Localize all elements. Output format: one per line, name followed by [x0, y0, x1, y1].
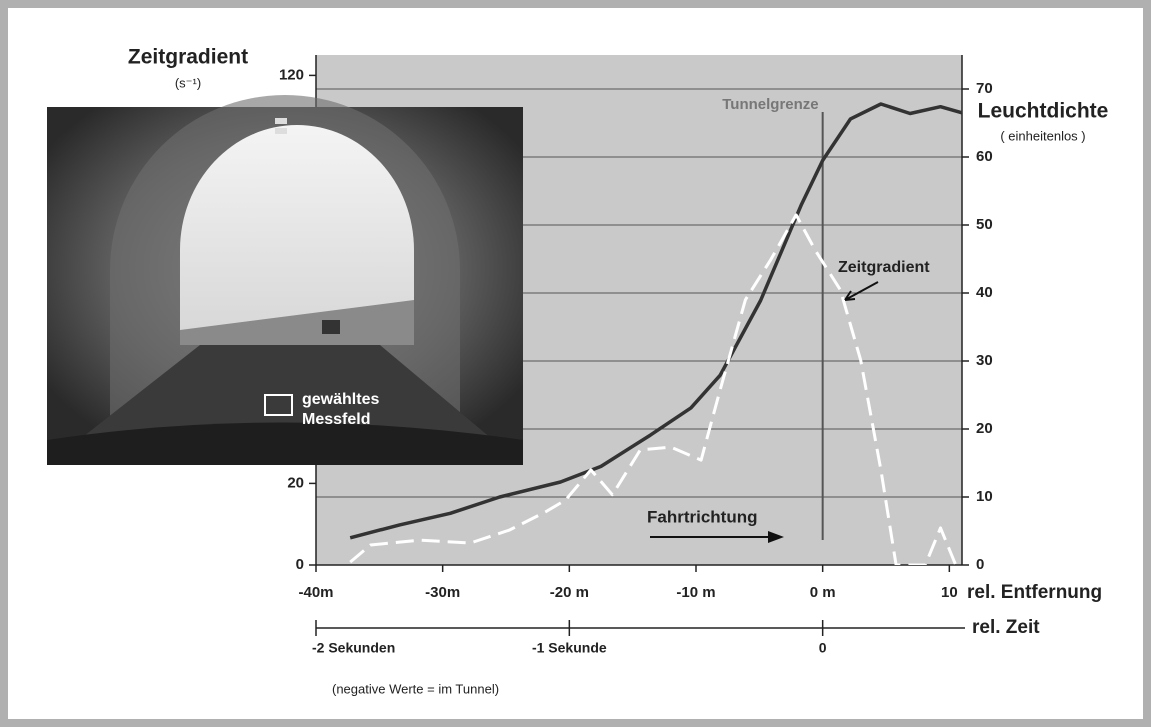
photo-label: Messfeld	[302, 411, 370, 428]
x-tick-label: -10 m	[676, 584, 715, 601]
y2-tick-label: 0	[976, 556, 984, 573]
photo: gewähltes Messfeld	[47, 95, 523, 465]
x2-tick-label: -2 Sekunden	[312, 640, 395, 656]
x2-tick-label: -1 Sekunde	[532, 640, 607, 656]
y-axis-unit: (s⁻¹)	[175, 75, 201, 90]
boundary-label: Tunnelgrenze	[722, 96, 818, 113]
note: (negative Werte = im Tunnel)	[332, 681, 499, 696]
y-tick-label: 20	[287, 474, 304, 491]
y2-tick-label: 50	[976, 216, 993, 233]
annotation: Zeitgradient	[838, 259, 930, 276]
y-tick-label: 0	[296, 556, 304, 573]
y2-tick-label: 40	[976, 284, 993, 301]
x2-tick-label: 0	[819, 640, 827, 656]
direction-arrowhead	[768, 531, 784, 543]
x-tick-label: 0 m	[810, 584, 836, 601]
y2-tick-label: 70	[976, 80, 993, 97]
series-line	[349, 213, 958, 565]
x-axis-title: rel. Entfernung	[967, 582, 1102, 603]
y-axis-title: Zeitgradient	[128, 46, 248, 69]
series-line	[349, 102, 963, 540]
x-tick-label: -30m	[425, 584, 460, 601]
y2-axis-title: Leuchtdichte	[978, 100, 1109, 123]
annotation: Fahrtrichtung	[647, 507, 758, 526]
y2-tick-label: 10	[976, 488, 993, 505]
annotation-arrow	[844, 281, 879, 301]
x2-axis-title: rel. Zeit	[972, 617, 1040, 638]
y2-tick-label: 20	[976, 420, 993, 437]
y-tick-label: 120	[279, 66, 304, 83]
y2-tick-label: 30	[976, 352, 993, 369]
y2-tick-label: 60	[976, 148, 993, 165]
photo-label: gewähltes	[302, 391, 379, 408]
x-tick-label: -20 m	[550, 584, 589, 601]
x-tick-label: -40m	[298, 584, 333, 601]
x-tick-label: 10	[941, 584, 958, 601]
y2-axis-unit: ( einheitenlos )	[1000, 128, 1085, 143]
